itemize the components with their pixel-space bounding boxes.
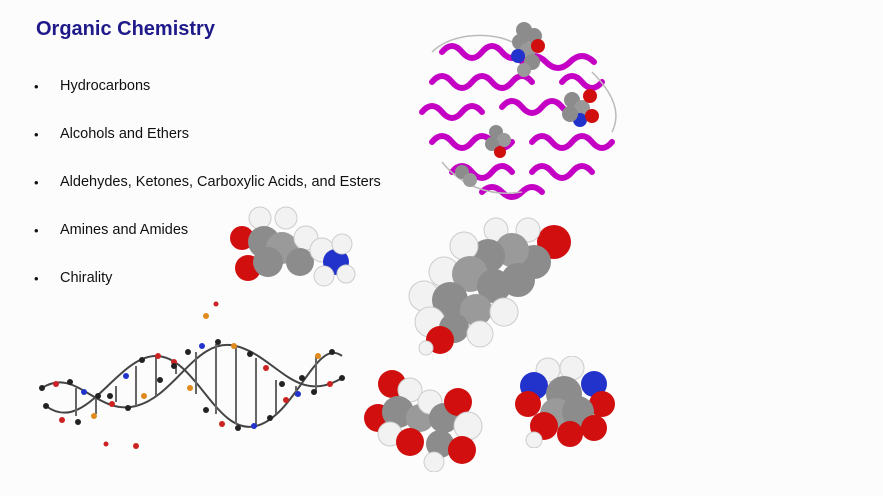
topic-item-carbonyls: • Aldehydes, Ketones, Carboxylic Acids, a… [34,158,381,206]
topic-item-chirality: • Chirality [34,254,381,302]
ligand-right [562,89,599,127]
amine-molecule-image [230,206,356,287]
topic-label: Hydrocarbons [60,78,151,94]
bullet-icon: • [34,222,39,238]
topic-item-alcohols-ethers: • Alcohols and Ethers [34,110,381,158]
bullet-icon: • [34,126,39,142]
bullet-icon: • [34,78,39,94]
topic-list: • Hydrocarbons • Alcohols and Ethers • Alde… [34,62,381,302]
steroid-molecule-image [408,217,571,356]
bullet-icon: • [34,270,39,286]
dna-helix-image [39,301,345,449]
topic-item-hydrocarbons: • Hydrocarbons [34,62,381,110]
bullet-icon: • [34,174,39,190]
slide-title: Organic Chemistry [36,18,215,40]
protein-ribbon-image [419,22,617,200]
sugar-molecule-image [364,370,483,472]
topic-label: Amines and Amides [60,222,189,238]
topic-label: Alcohols and Ethers [60,126,189,142]
topic-item-amines-amides: • Amines and Amides [34,206,381,254]
topic-label: Aldehydes, Ketones, Carboxylic Acids, an… [60,174,381,190]
ligand-left [455,125,511,187]
ligand-top [511,22,545,77]
caffeine-molecule-image [515,356,615,448]
topic-label: Chirality [60,270,113,286]
